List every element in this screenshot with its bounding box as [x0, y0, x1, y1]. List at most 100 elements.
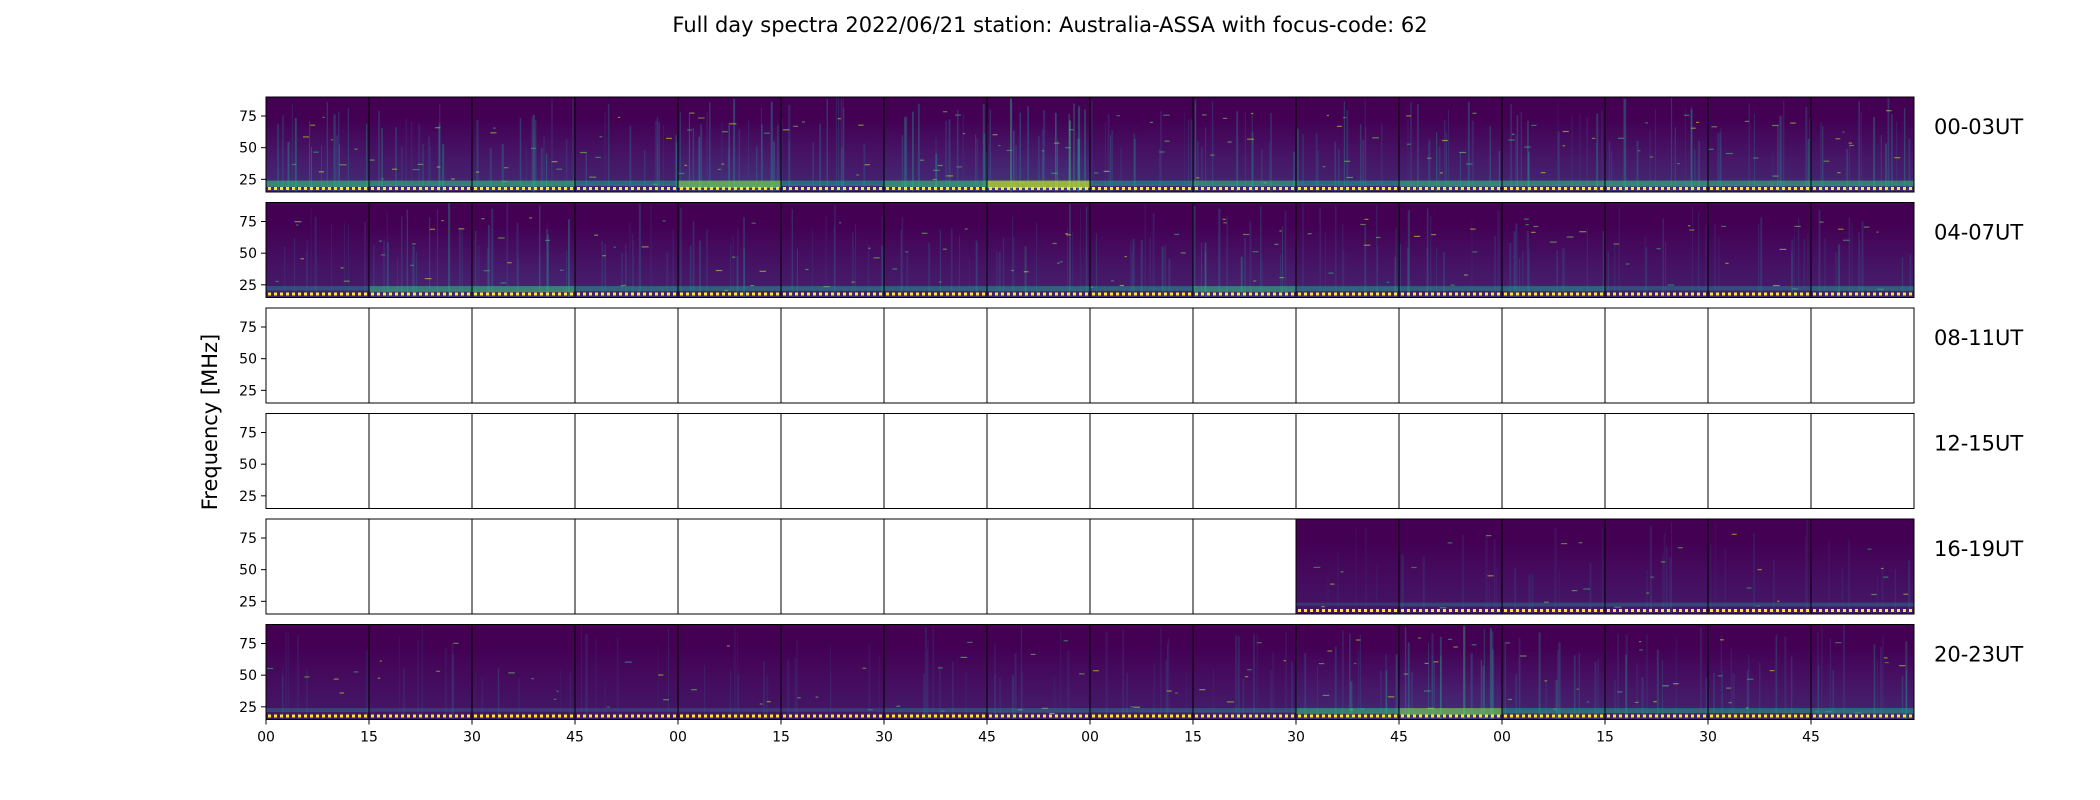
spectrum-panel [471, 96, 576, 193]
y-tick-label: 50 [239, 457, 257, 473]
spectra-row: 75 50 25 20-23UT [239, 624, 2023, 720]
spectrum-panel [677, 307, 782, 404]
row-label: 20-23UT [1934, 643, 2023, 667]
spectrum-panel [368, 307, 473, 404]
spectrum-panel [986, 202, 1091, 298]
spectrum-panel [1707, 624, 1812, 720]
spectrum-panel [986, 518, 1091, 615]
y-tick-label: 25 [239, 278, 257, 294]
spectrum-panel [1604, 202, 1709, 298]
row-label: 16-19UT [1934, 537, 2023, 561]
spectrum-panel [1398, 624, 1503, 720]
spectrum-panel [1192, 624, 1297, 720]
spectrum-panel [471, 202, 576, 298]
y-tick-label: 50 [239, 563, 257, 579]
spectrum-panel [1810, 518, 1915, 615]
spectrum-panel [1398, 307, 1503, 404]
y-tick-label: 25 [239, 700, 257, 716]
spectra-row: 75 50 25 00-03UT [239, 96, 2023, 193]
spectrum-panel [1810, 624, 1915, 720]
y-tick-label: 50 [239, 141, 257, 157]
x-tick-label: 45 [1390, 730, 1408, 746]
spectrum-panel [677, 96, 782, 193]
spectrum-panel [1398, 518, 1503, 615]
spectrum-panel [265, 624, 370, 720]
spectrum-panel [883, 202, 988, 298]
spectrum-panel [1501, 518, 1606, 615]
x-tick-label: 45 [978, 730, 996, 746]
spectrum-panel [1810, 307, 1915, 404]
spectrum-panel [1295, 413, 1400, 509]
spectrum-panel [1398, 202, 1503, 298]
y-tick-label: 75 [239, 426, 257, 442]
spectrum-panel [1501, 413, 1606, 509]
spectrum-panel [1089, 624, 1194, 720]
spectrum-panel [1707, 307, 1812, 404]
spectrum-panel [1295, 96, 1400, 193]
spectrum-panel [265, 307, 370, 404]
row-label: 00-03UT [1934, 115, 2023, 139]
spectrum-panel [1089, 96, 1194, 193]
y-tick-label: 25 [239, 594, 257, 610]
row-label: 08-11UT [1934, 326, 2023, 350]
spectrum-panel [1089, 202, 1194, 298]
spectrum-panel [883, 307, 988, 404]
spectrum-panel [1501, 624, 1606, 720]
spectrum-panel [1604, 96, 1709, 193]
x-tick-label: 15 [772, 730, 790, 746]
spectrum-panel [1604, 624, 1709, 720]
x-tick-label: 15 [1596, 730, 1614, 746]
spectrum-panel [1604, 518, 1709, 615]
spectrum-panel [780, 518, 885, 615]
x-tick-label: 30 [875, 730, 893, 746]
x-tick-label: 00 [1081, 730, 1099, 746]
spectrum-panel [471, 624, 576, 720]
spectrum-panel [1501, 96, 1606, 193]
y-tick-label: 50 [239, 668, 257, 684]
spectrum-panel [780, 202, 885, 298]
spectrum-panel [1192, 202, 1297, 298]
spectrum-panel [1810, 413, 1915, 509]
x-tick-label: 15 [360, 730, 378, 746]
spectrum-panel [1089, 413, 1194, 509]
y-tick-label: 50 [239, 246, 257, 262]
spectrum-panel [1192, 518, 1297, 615]
spectrum-panel [368, 96, 473, 193]
spectrum-panel [265, 202, 370, 298]
spectrum-panel [780, 307, 885, 404]
spectrum-panel [1707, 96, 1812, 193]
x-tick-label: 30 [1699, 730, 1717, 746]
spectrum-panel [265, 413, 370, 509]
spectra-grid: 75 50 25 00-03UT 75 50 25 04-07UT 75 50 25 08-11UT 7… [239, 96, 2023, 720]
spectrum-panel [780, 413, 885, 509]
spectrum-panel [1501, 202, 1606, 298]
x-tick-label: 30 [1287, 730, 1305, 746]
spectrum-panel [1707, 202, 1812, 298]
spectrum-panel [574, 413, 679, 509]
spectrum-panel [265, 96, 370, 193]
spectrum-panel [1398, 413, 1503, 509]
spectrum-panel [368, 518, 473, 615]
spectrum-panel [1295, 518, 1400, 615]
spectrum-panel [1398, 96, 1503, 193]
spectra-row: 75 50 25 04-07UT [239, 202, 2023, 298]
spectrum-panel [1707, 413, 1812, 509]
spectrum-panel [883, 518, 988, 615]
x-tick-label: 00 [1493, 730, 1511, 746]
y-tick-label: 75 [239, 109, 257, 125]
y-tick-label: 75 [239, 531, 257, 547]
spectrum-panel [1604, 413, 1709, 509]
spectrum-panel [883, 624, 988, 720]
y-tick-label: 75 [239, 320, 257, 336]
spectrum-panel [1707, 518, 1812, 615]
spectrum-panel [574, 96, 679, 193]
row-label: 04-07UT [1934, 221, 2023, 245]
x-tick-label: 15 [1184, 730, 1202, 746]
y-tick-label: 50 [239, 352, 257, 368]
spectrum-panel [986, 624, 1091, 720]
x-tick-label: 00 [669, 730, 687, 746]
x-tick-label: 00 [257, 730, 275, 746]
spectrum-panel [780, 624, 885, 720]
spectrum-panel [1295, 202, 1400, 298]
